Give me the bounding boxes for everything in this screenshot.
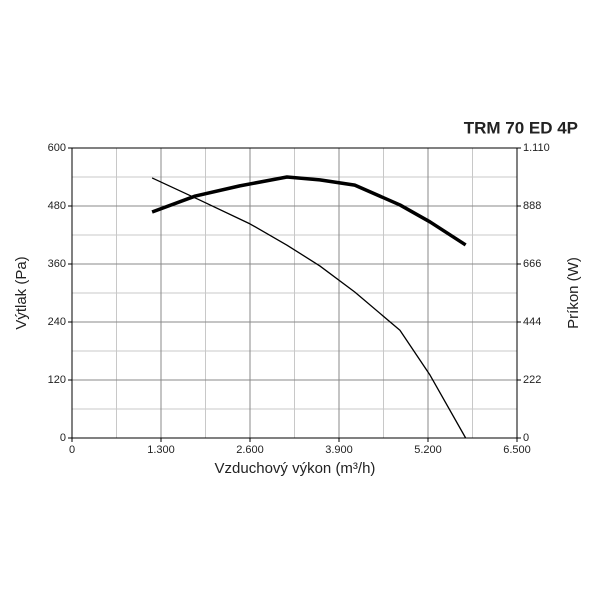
x-tick-label: 3.900 xyxy=(325,444,353,456)
y2-tick-label: 666 xyxy=(523,258,541,270)
series-line xyxy=(151,177,467,439)
y-tick-label: 0 xyxy=(60,432,66,444)
y-tick-label: 600 xyxy=(48,142,66,154)
y2-tick-label: 1.110 xyxy=(523,142,550,154)
x-tick-label: 6.500 xyxy=(503,444,531,456)
y2-tick-label: 444 xyxy=(523,316,541,328)
y2-tick-label: 222 xyxy=(523,374,541,386)
y-tick-label: 240 xyxy=(48,316,66,328)
y-axis-label: Výtlak (Pa) xyxy=(13,256,30,329)
chart-title: TRM 70 ED 4P xyxy=(464,118,578,137)
y2-tick-label: 0 xyxy=(523,432,529,444)
x-tick-label: 0 xyxy=(69,444,75,456)
y-tick-label: 480 xyxy=(48,200,66,212)
x-tick-label: 1.300 xyxy=(147,444,175,456)
y-tick-label: 120 xyxy=(48,374,66,386)
y-tick-label: 360 xyxy=(48,258,66,270)
x-axis-label: Vzduchový výkon (m³/h) xyxy=(215,460,376,477)
series-line xyxy=(151,175,467,247)
plot-frame xyxy=(71,147,518,439)
x-tick-label: 5.200 xyxy=(414,444,442,456)
y2-axis-label: Príkon (W) xyxy=(565,257,582,329)
x-tick-label: 2.600 xyxy=(236,444,264,456)
y2-tick-label: 888 xyxy=(523,200,541,212)
